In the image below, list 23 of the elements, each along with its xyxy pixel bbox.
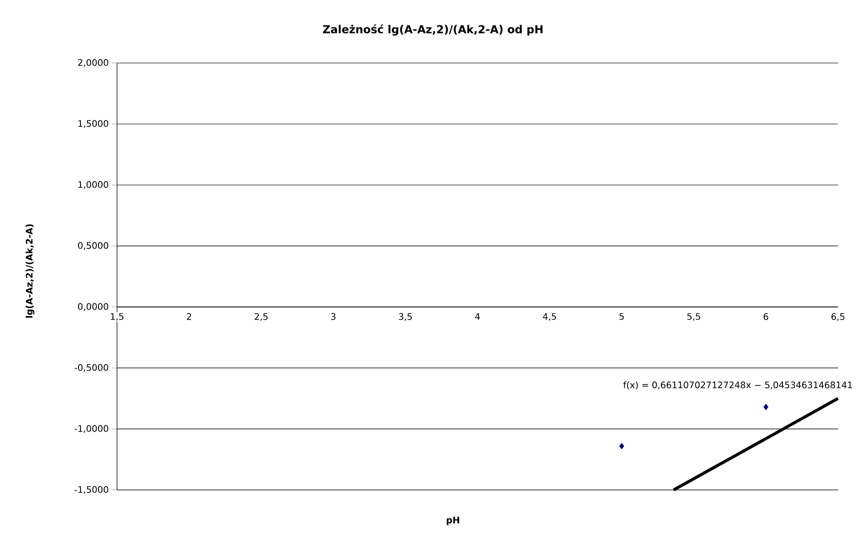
chart-title: Zależność lg(A-Az,2)/(Ak,2-A) od pH <box>322 24 542 36</box>
x-tick-label: 5,5 <box>687 313 700 321</box>
x-tick-label: 3 <box>331 313 336 320</box>
y-tick-label: 1,0000 <box>78 181 108 189</box>
y-tick-label: -1,5000 <box>74 486 108 494</box>
x-tick-label: 5 <box>620 313 624 320</box>
x-tick-label: 2 <box>186 313 192 320</box>
y-tick-label: 0,5000 <box>78 242 108 250</box>
x-tick-label: 4 <box>475 313 480 320</box>
x-tick-label: 6 <box>764 313 768 320</box>
y-tick-label: 1,5000 <box>78 120 108 128</box>
x-tick-label: 4,5 <box>542 313 556 321</box>
x-axis-title: pH <box>446 516 460 526</box>
x-tick-label: 2,5 <box>254 313 268 321</box>
y-tick-label: -1,0000 <box>74 425 108 433</box>
y-axis-title: lg(A-Az,2)/(Ak,2-A) <box>26 224 34 318</box>
x-tick-label: 1,5 <box>110 313 124 321</box>
y-tick-label: 2,0000 <box>78 59 108 67</box>
x-tick-label: 3,5 <box>398 313 412 321</box>
y-tick-label: -0,5000 <box>74 364 108 372</box>
x-tick-label: 6,5 <box>832 313 844 321</box>
annotation: f(x) = 0,661107027127248x − 5,04534631468141 <box>623 381 852 390</box>
y-tick-label: 0,0000 <box>78 303 108 311</box>
